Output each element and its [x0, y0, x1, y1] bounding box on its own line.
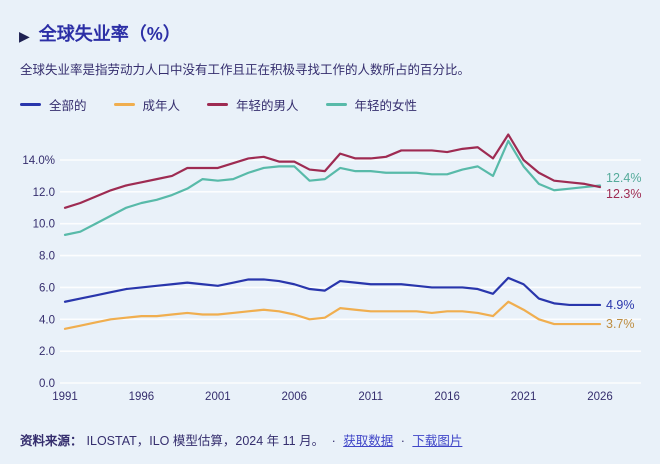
- series-line-4: [63, 139, 602, 236]
- series-line-3: [63, 133, 602, 209]
- end-value-label: 12.4%: [606, 171, 641, 185]
- y-tick-label: 4.0: [39, 314, 55, 326]
- download-image-link[interactable]: 下载图片: [412, 434, 463, 448]
- separator-dot: ·: [400, 434, 405, 448]
- series-line-2: [63, 300, 602, 330]
- legend-item-3[interactable]: 年轻的男人: [207, 95, 299, 114]
- x-tick-label: 2001: [205, 391, 231, 403]
- x-tick-label: 1996: [129, 391, 155, 403]
- x-tick-label: 2006: [281, 391, 307, 403]
- chart-description: 全球失业率是指劳动力人口中没有工作且正在积极寻找工作的人数所占的百分比。: [20, 63, 471, 77]
- legend-label: 年轻的女性: [354, 99, 418, 113]
- legend-swatch: [113, 103, 135, 106]
- end-value-label: 12.3%: [606, 187, 641, 201]
- separator-dot: ·: [331, 434, 336, 448]
- x-tick-label: 2016: [434, 391, 460, 403]
- source-label: 资料来源：: [20, 434, 83, 448]
- y-tick-label: 12.0: [33, 187, 55, 199]
- legend-swatch: [207, 103, 229, 106]
- legend-swatch: [325, 103, 347, 106]
- legend-item-4[interactable]: 年轻的女性: [325, 95, 418, 114]
- series-line-1: [63, 276, 602, 307]
- source-note: 资料来源： ILOSTAT，ILO 模型估算，2024 年 11 月。 · 获取数…: [20, 430, 462, 449]
- page-header: ▶ 全球失业率（%）: [19, 24, 181, 46]
- y-tick-label: 2.0: [39, 346, 55, 358]
- y-tick-label: 6.0: [39, 282, 55, 294]
- triangle-bullet-icon: ▶: [19, 27, 30, 44]
- legend-label: 成年人: [142, 99, 181, 113]
- y-tick-label: 8.0: [39, 251, 55, 263]
- source-text: ILOSTAT，ILO 模型估算，2024 年 11 月。: [86, 434, 325, 448]
- x-tick-label: 1991: [52, 391, 78, 403]
- x-tick-label: 2011: [358, 391, 383, 403]
- legend: 全部的 成年人 年轻的男人 年轻的女性: [20, 95, 417, 114]
- end-value-label: 3.7%: [606, 317, 635, 331]
- y-tick-label: 14.0%: [22, 155, 55, 167]
- legend-label: 全部的: [49, 99, 87, 113]
- get-data-link[interactable]: 获取数据: [343, 434, 394, 448]
- legend-item-1[interactable]: 全部的: [20, 95, 87, 114]
- end-value-label: 4.9%: [606, 298, 635, 312]
- legend-item-2[interactable]: 成年人: [113, 95, 181, 114]
- y-tick-label: 10.0: [33, 219, 55, 231]
- x-tick-label: 2026: [587, 391, 613, 403]
- legend-swatch: [20, 103, 41, 106]
- x-tick-label: 2021: [511, 391, 537, 403]
- legend-label: 年轻的男人: [236, 99, 299, 113]
- y-tick-label: 0.0: [39, 378, 55, 390]
- page-title: 全球失业率（%）: [38, 24, 181, 44]
